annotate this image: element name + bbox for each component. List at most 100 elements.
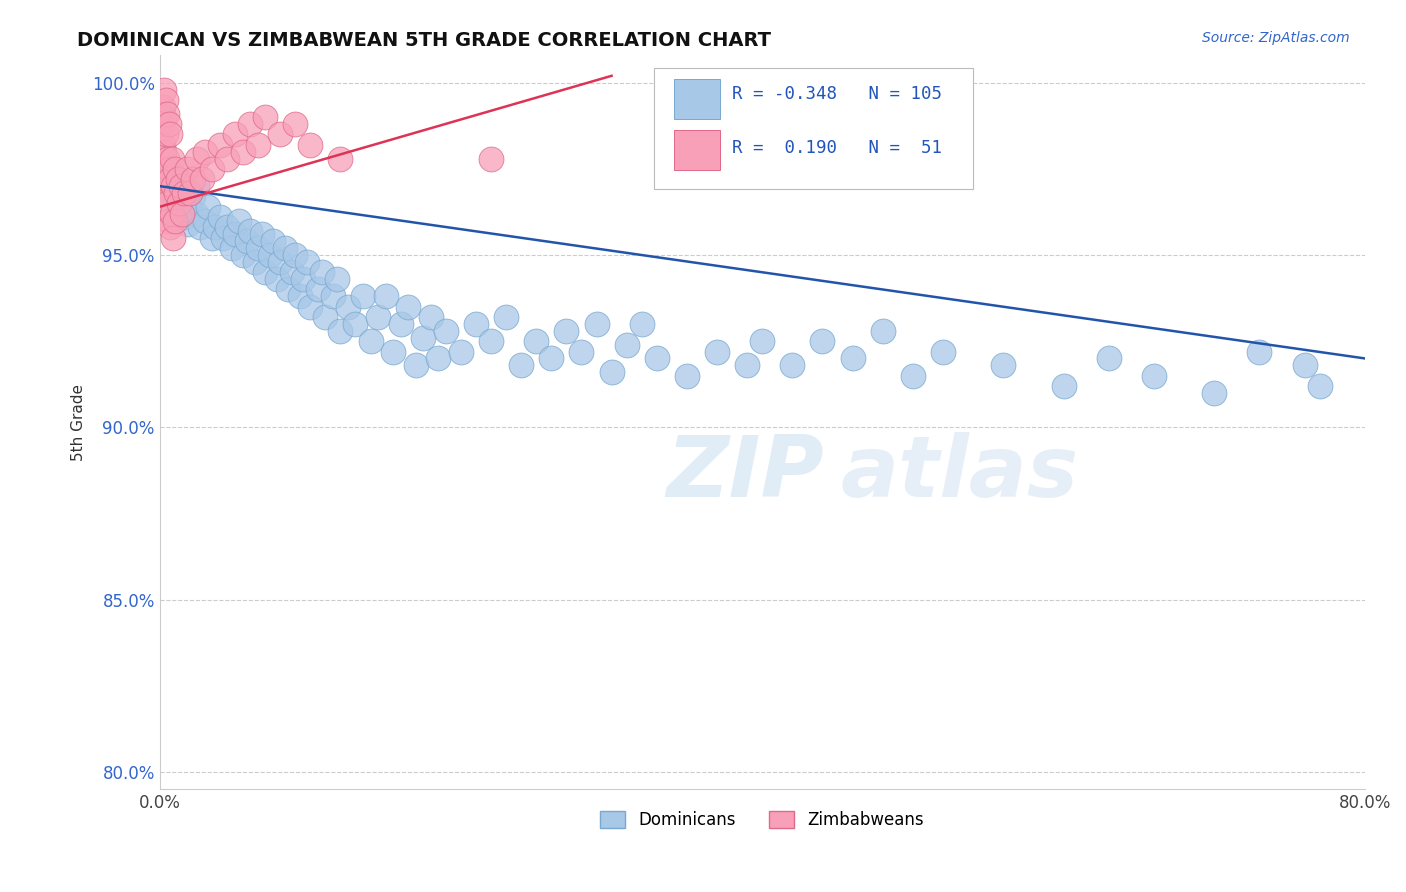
Point [212, 231, 235, 245]
Point [153, 110, 176, 124]
Point [150, 161, 173, 176]
Point [405, 359, 427, 373]
Point [157, 161, 180, 176]
Point [236, 234, 259, 248]
Point [155, 93, 177, 107]
Point [901, 368, 924, 383]
Point [479, 334, 502, 349]
Point [360, 334, 382, 349]
Point [396, 300, 419, 314]
Point [434, 324, 457, 338]
Point [1098, 351, 1121, 366]
Point [153, 145, 176, 159]
Text: R = -0.348   N = 105: R = -0.348 N = 105 [733, 85, 942, 103]
Point [262, 234, 284, 248]
Point [167, 196, 190, 211]
Point [299, 300, 322, 314]
Point [188, 220, 211, 235]
Point [1249, 344, 1271, 359]
Point [299, 137, 322, 152]
Point [162, 179, 184, 194]
Point [571, 344, 593, 359]
Point [1309, 379, 1331, 393]
Text: R =  0.190   N =  51: R = 0.190 N = 51 [733, 139, 942, 157]
Point [932, 344, 955, 359]
Point [194, 213, 217, 227]
Point [170, 179, 193, 194]
Point [172, 203, 194, 218]
Point [841, 351, 863, 366]
Point [1204, 385, 1226, 400]
Point [277, 283, 299, 297]
Point [204, 220, 226, 235]
Point [231, 248, 253, 262]
Point [495, 310, 517, 324]
Point [224, 128, 246, 142]
Point [751, 334, 773, 349]
Point [231, 145, 253, 159]
Point [155, 172, 177, 186]
Point [201, 161, 224, 176]
Point [179, 203, 201, 218]
Point [382, 344, 405, 359]
Point [811, 334, 834, 349]
Point [191, 172, 214, 186]
Point [173, 189, 195, 203]
Text: Source: ZipAtlas.com: Source: ZipAtlas.com [1202, 31, 1350, 45]
Point [162, 169, 184, 183]
Point [450, 344, 472, 359]
Point [181, 172, 204, 186]
Point [1052, 379, 1074, 393]
Point [616, 337, 638, 351]
Point [162, 231, 184, 245]
Point [645, 351, 668, 366]
Point [254, 265, 277, 279]
Point [153, 82, 176, 96]
Text: atlas: atlas [841, 432, 1078, 515]
Point [166, 186, 188, 200]
Point [329, 152, 352, 166]
Point [197, 200, 219, 214]
Point [419, 310, 441, 324]
Y-axis label: 5th Grade: 5th Grade [72, 384, 86, 460]
Point [465, 317, 488, 331]
Point [297, 255, 319, 269]
Point [993, 359, 1015, 373]
Point [540, 351, 562, 366]
Point [165, 186, 187, 200]
Point [284, 117, 307, 131]
Bar [675, 78, 720, 119]
Point [706, 344, 728, 359]
Point [159, 128, 181, 142]
Point [156, 158, 179, 172]
Point [269, 128, 291, 142]
Point [266, 272, 288, 286]
Point [179, 186, 201, 200]
Point [329, 324, 352, 338]
Point [157, 117, 180, 131]
Point [153, 186, 176, 200]
Point [170, 179, 193, 194]
Point [284, 248, 307, 262]
Point [307, 283, 329, 297]
Text: DOMINICAN VS ZIMBABWEAN 5TH GRADE CORRELATION CHART: DOMINICAN VS ZIMBABWEAN 5TH GRADE CORREL… [77, 31, 772, 50]
Point [782, 359, 804, 373]
Point [173, 186, 195, 200]
Point [150, 145, 173, 159]
Point [872, 324, 894, 338]
Point [152, 100, 174, 114]
Point [208, 137, 231, 152]
Point [273, 241, 295, 255]
Point [250, 227, 273, 242]
Point [186, 152, 208, 166]
Point [176, 196, 198, 211]
Point [181, 189, 204, 203]
Point [228, 213, 250, 227]
Point [630, 317, 652, 331]
Point [246, 241, 269, 255]
Point [510, 359, 533, 373]
Point [269, 255, 291, 269]
Text: ZIP: ZIP [666, 432, 824, 515]
Point [281, 265, 304, 279]
Point [322, 289, 344, 303]
